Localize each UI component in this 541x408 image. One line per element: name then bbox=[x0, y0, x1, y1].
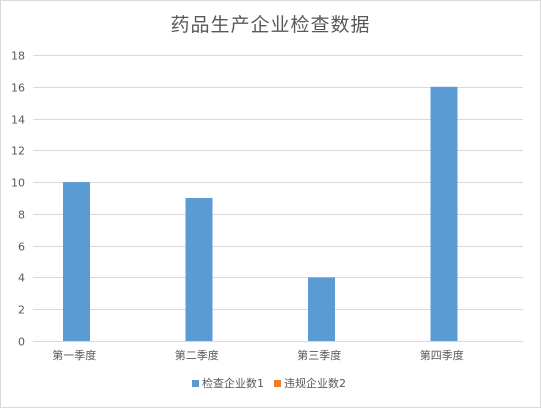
x-tick-label: 第三季度 bbox=[297, 348, 341, 362]
legend-swatch-2 bbox=[274, 380, 281, 387]
y-tick-label: 12 bbox=[11, 145, 25, 158]
x-tick-label: 第四季度 bbox=[420, 348, 464, 362]
y-tick-label: 10 bbox=[11, 177, 25, 190]
y-tick-label: 0 bbox=[18, 336, 25, 349]
legend-swatch-1 bbox=[192, 380, 199, 387]
y-tick-label: 4 bbox=[18, 272, 25, 285]
x-tick-label: 第二季度 bbox=[175, 348, 219, 362]
bar-1-1 bbox=[63, 182, 90, 341]
bars bbox=[63, 86, 458, 342]
legend-label-1: 检查企业数1 bbox=[202, 376, 264, 390]
y-tick-label: 2 bbox=[18, 304, 25, 317]
y-tick-label: 6 bbox=[18, 241, 25, 254]
y-axis-ticks: 0 2 4 6 8 10 12 14 16 18 bbox=[11, 50, 25, 349]
x-tick-label: 第一季度 bbox=[52, 348, 96, 362]
y-tick-label: 18 bbox=[11, 50, 25, 63]
y-tick-label: 14 bbox=[11, 114, 25, 127]
legend-label-2: 违规企业数2 bbox=[284, 376, 346, 390]
chart-title: 药品生产企业检查数据 bbox=[170, 14, 371, 36]
legend: 检查企业数1 违规企业数2 bbox=[192, 376, 346, 390]
bar-1-2 bbox=[185, 198, 213, 341]
bar-1-3 bbox=[308, 277, 335, 341]
y-tick-label: 16 bbox=[11, 82, 25, 95]
y-tick-label: 8 bbox=[18, 209, 25, 222]
bar-1-4 bbox=[430, 86, 458, 342]
x-axis-ticks: 第一季度 第二季度 第三季度 第四季度 bbox=[52, 348, 464, 362]
